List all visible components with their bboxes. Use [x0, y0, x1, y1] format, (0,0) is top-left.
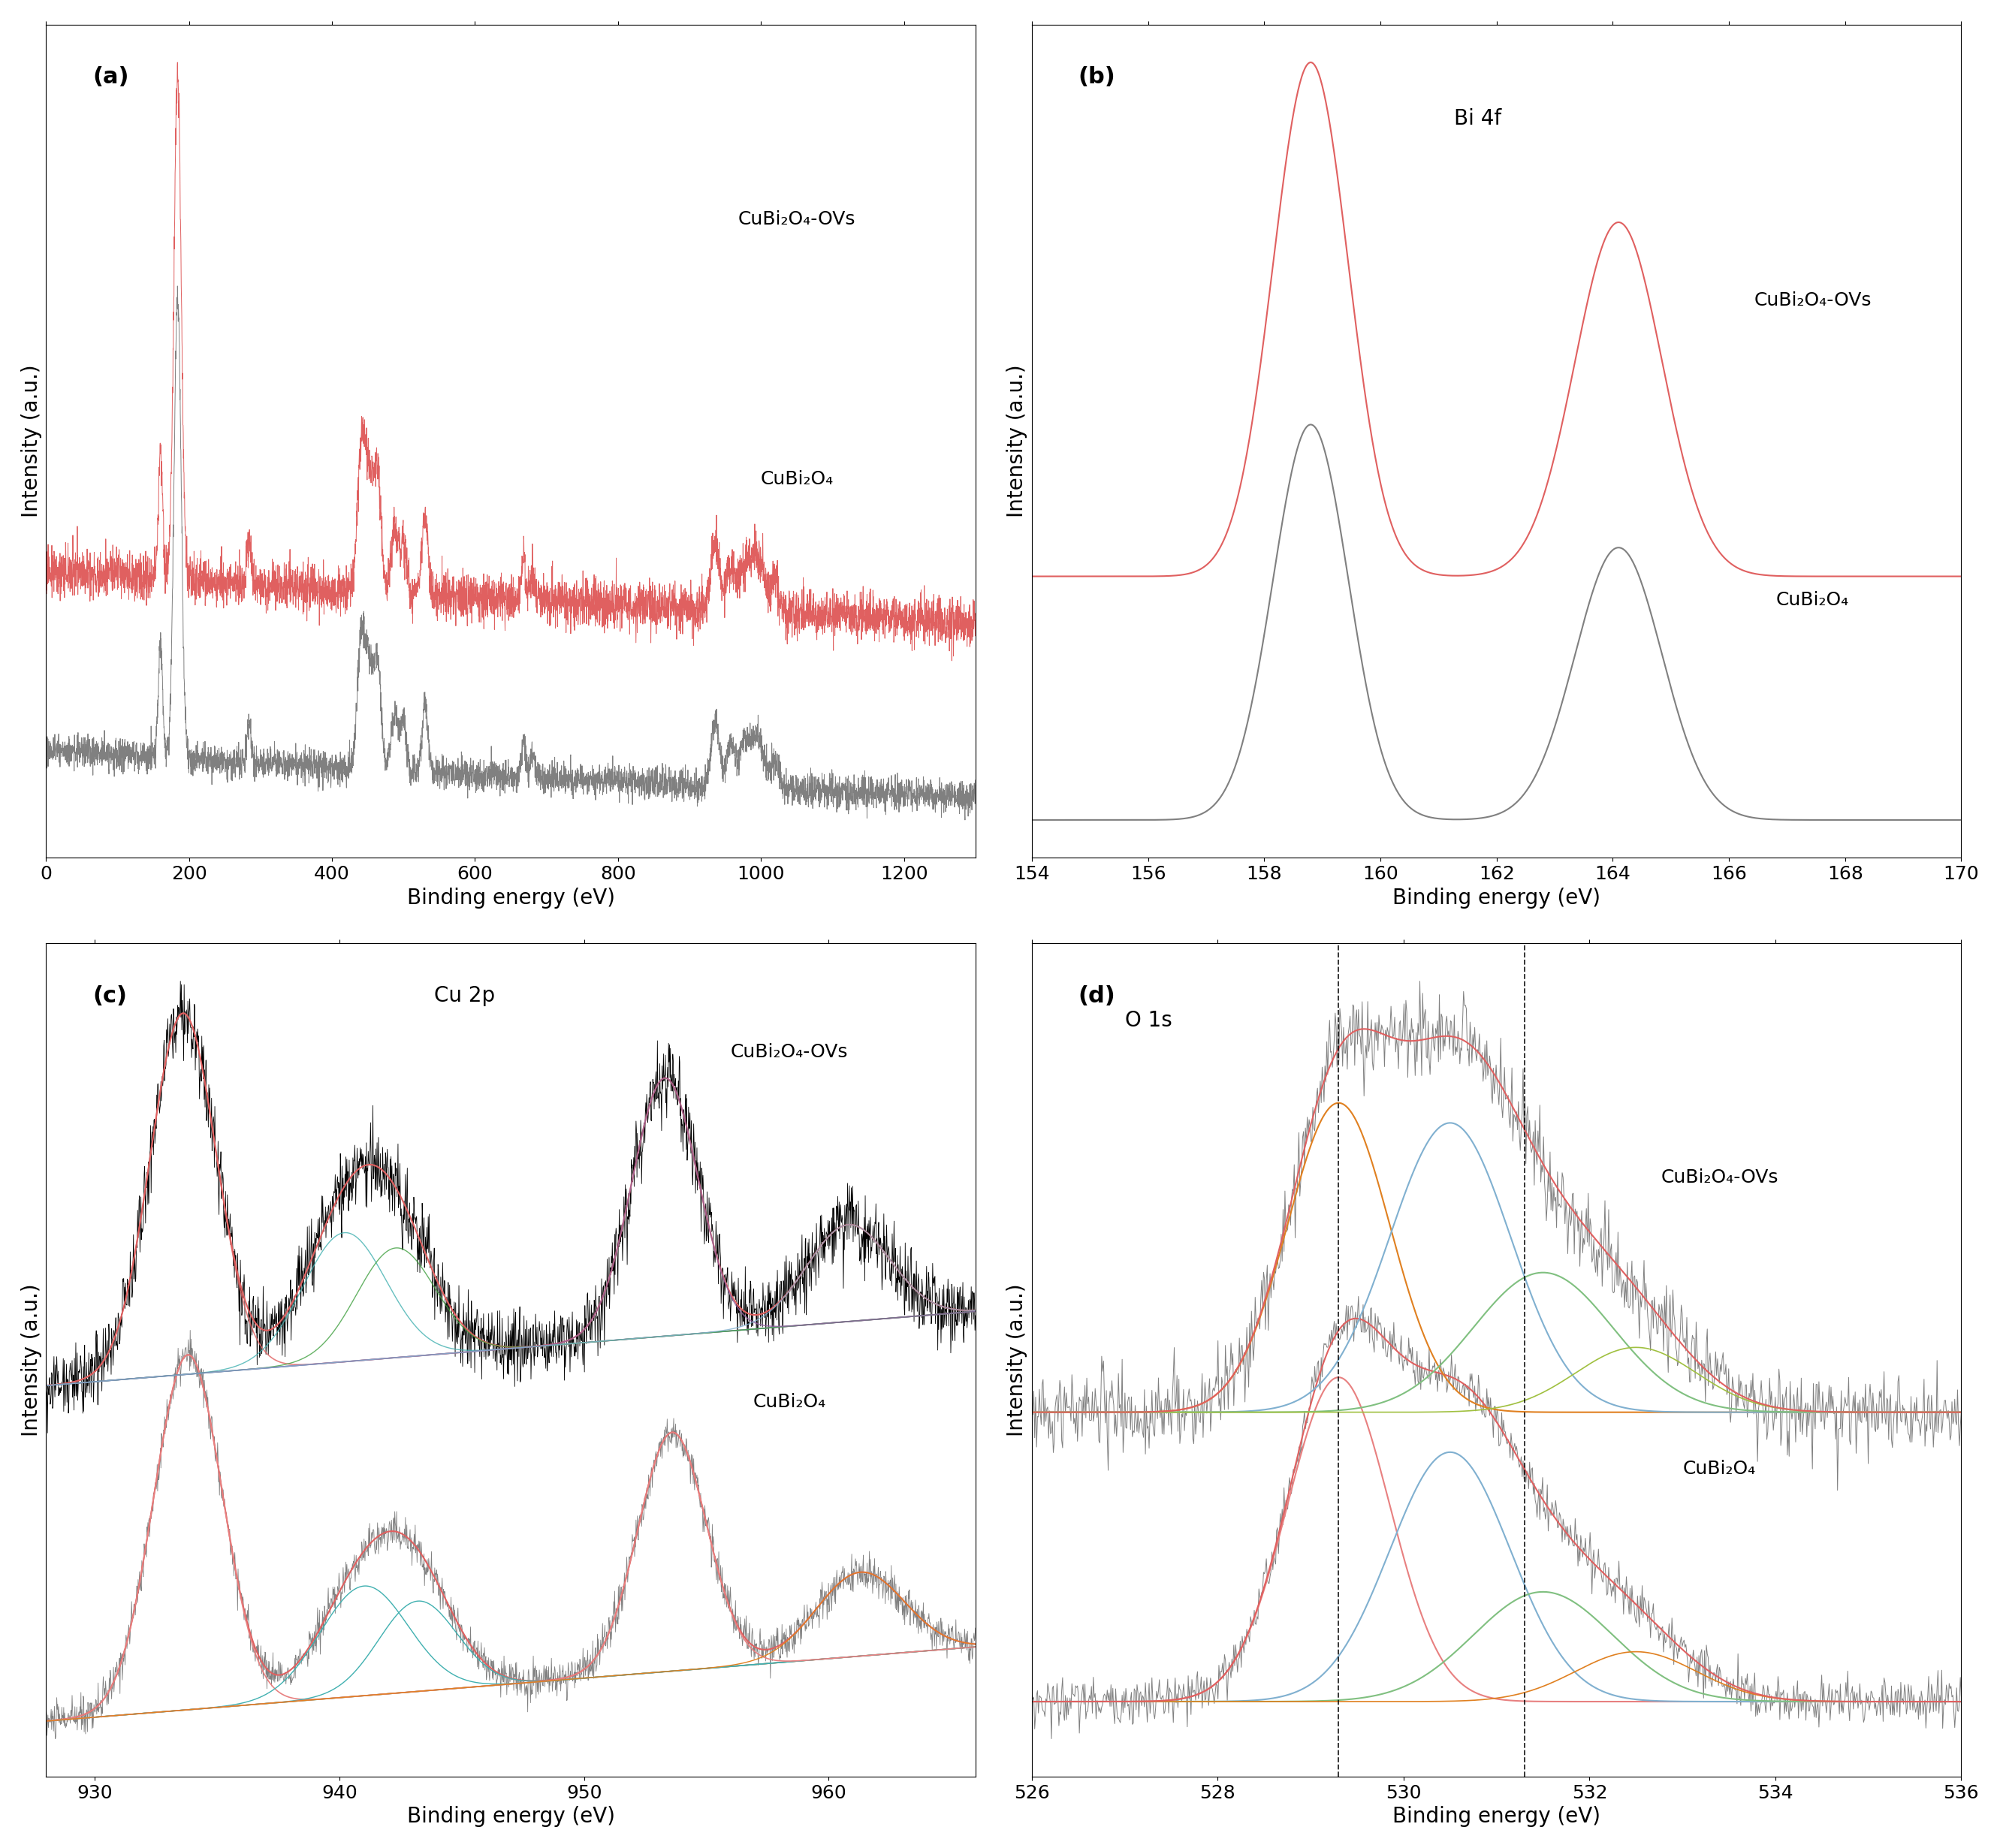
Text: CuBi₂O₄: CuBi₂O₄: [754, 1393, 826, 1412]
Text: Bi 4f: Bi 4f: [1454, 107, 1502, 129]
Text: CuBi₂O₄-OVs: CuBi₂O₄-OVs: [1754, 292, 1872, 309]
Y-axis label: Intensity (a.u.): Intensity (a.u.): [20, 1284, 42, 1436]
Text: O 1s: O 1s: [1124, 1011, 1172, 1031]
Text: Cu 2p: Cu 2p: [434, 985, 494, 1005]
Text: (b): (b): [1078, 67, 1116, 89]
Text: (a): (a): [92, 67, 128, 89]
X-axis label: Binding energy (eV): Binding energy (eV): [1392, 887, 1600, 909]
Text: CuBi₂O₄-OVs: CuBi₂O₄-OVs: [730, 1044, 848, 1061]
X-axis label: Binding energy (eV): Binding energy (eV): [406, 887, 614, 909]
Text: CuBi₂O₄-OVs: CuBi₂O₄-OVs: [1660, 1168, 1778, 1186]
Y-axis label: Intensity (a.u.): Intensity (a.u.): [20, 364, 42, 517]
Y-axis label: Intensity (a.u.): Intensity (a.u.): [1006, 1284, 1028, 1436]
Text: (d): (d): [1078, 985, 1116, 1007]
Text: CuBi₂O₄: CuBi₂O₄: [1684, 1460, 1756, 1478]
X-axis label: Binding energy (eV): Binding energy (eV): [406, 1805, 614, 1828]
Text: CuBi₂O₄: CuBi₂O₄: [1776, 591, 1850, 610]
Y-axis label: Intensity (a.u.): Intensity (a.u.): [1006, 364, 1028, 517]
Text: (c): (c): [92, 985, 128, 1007]
X-axis label: Binding energy (eV): Binding energy (eV): [1392, 1805, 1600, 1828]
Text: CuBi₂O₄-OVs: CuBi₂O₄-OVs: [738, 211, 856, 229]
Text: CuBi₂O₄: CuBi₂O₄: [760, 469, 834, 488]
